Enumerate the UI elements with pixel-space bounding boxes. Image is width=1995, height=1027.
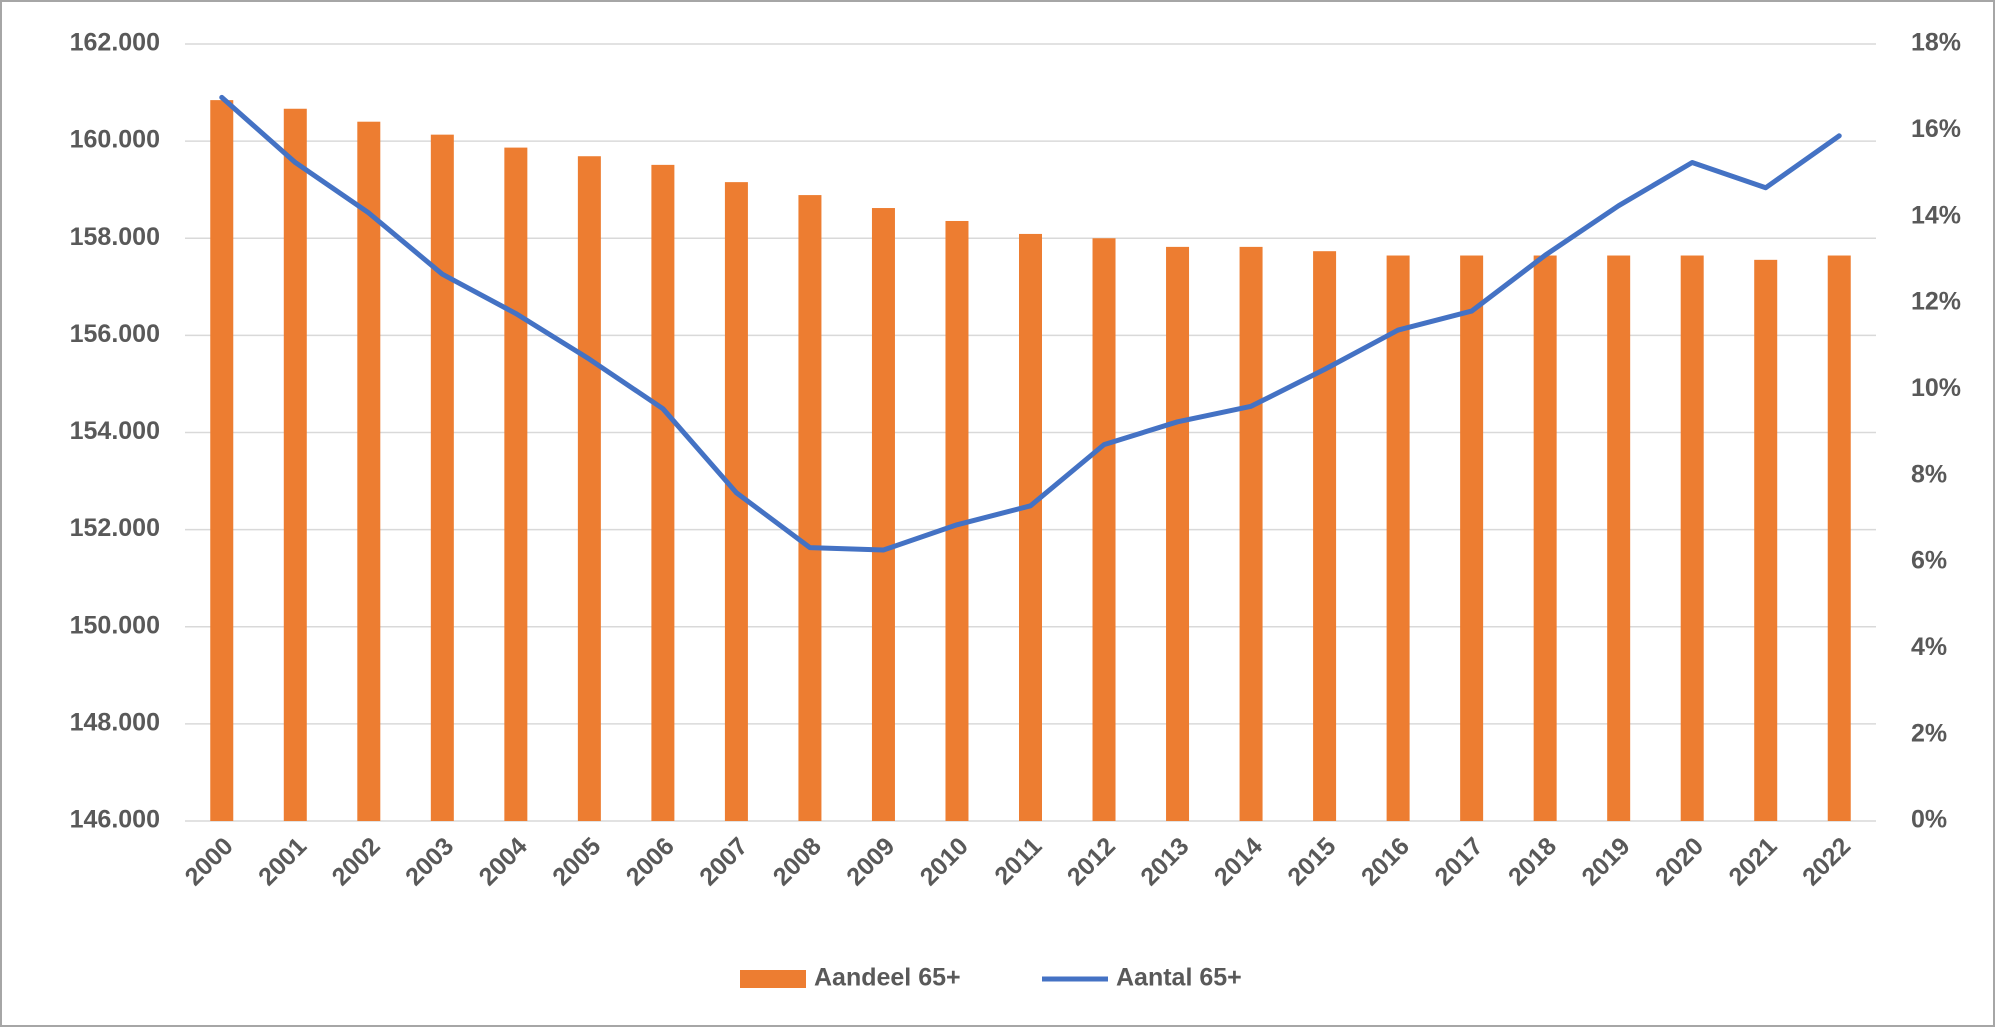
bar — [1460, 255, 1484, 821]
legend-label: Aantal 65+ — [1116, 964, 1242, 992]
y2-tick-label: 8% — [1911, 460, 1947, 488]
y2-tick-label: 14% — [1911, 201, 1961, 229]
line — [219, 94, 1842, 553]
y-tick-label: 162.000 — [70, 29, 160, 57]
bar — [283, 108, 307, 821]
bar — [1092, 238, 1116, 821]
bar — [504, 147, 528, 822]
bar — [871, 208, 895, 822]
bar — [798, 195, 822, 822]
y-tick-label: 152.000 — [70, 514, 160, 542]
y-tick-label: 146.000 — [70, 806, 160, 834]
bar — [1019, 233, 1042, 821]
legend-swatch — [740, 970, 806, 988]
bar — [430, 134, 454, 821]
bar — [577, 156, 601, 821]
y2-tick-label: 10% — [1911, 374, 1961, 402]
bar — [945, 220, 969, 821]
y2-tick-label: 18% — [1911, 29, 1961, 57]
bar — [1680, 255, 1704, 821]
y-tick-label: 156.000 — [70, 320, 160, 348]
bar — [1166, 246, 1190, 822]
y2-tick-label: 4% — [1911, 633, 1947, 661]
bar — [1386, 255, 1410, 821]
bar — [210, 100, 234, 821]
y2-tick-label: 2% — [1911, 719, 1947, 747]
y-tick-label: 160.000 — [70, 126, 160, 154]
bar — [1313, 251, 1337, 821]
y-tick-label: 158.000 — [70, 223, 160, 251]
bar — [1607, 255, 1631, 821]
bar — [651, 164, 675, 821]
y2-tick-label: 16% — [1911, 115, 1961, 143]
y-tick-label: 148.000 — [70, 708, 160, 736]
bar — [1827, 255, 1851, 821]
bar — [357, 121, 381, 821]
bar — [1533, 255, 1557, 821]
y2-tick-label: 6% — [1911, 547, 1947, 575]
y-tick-label: 154.000 — [70, 417, 160, 445]
y-tick-label: 150.000 — [70, 611, 160, 639]
y2-tick-label: 0% — [1911, 806, 1947, 834]
bar — [1239, 246, 1263, 822]
y2-tick-label: 12% — [1911, 288, 1961, 316]
bar — [724, 182, 748, 822]
legend-label: Aandeel 65+ — [814, 964, 961, 992]
bar — [1754, 259, 1778, 821]
